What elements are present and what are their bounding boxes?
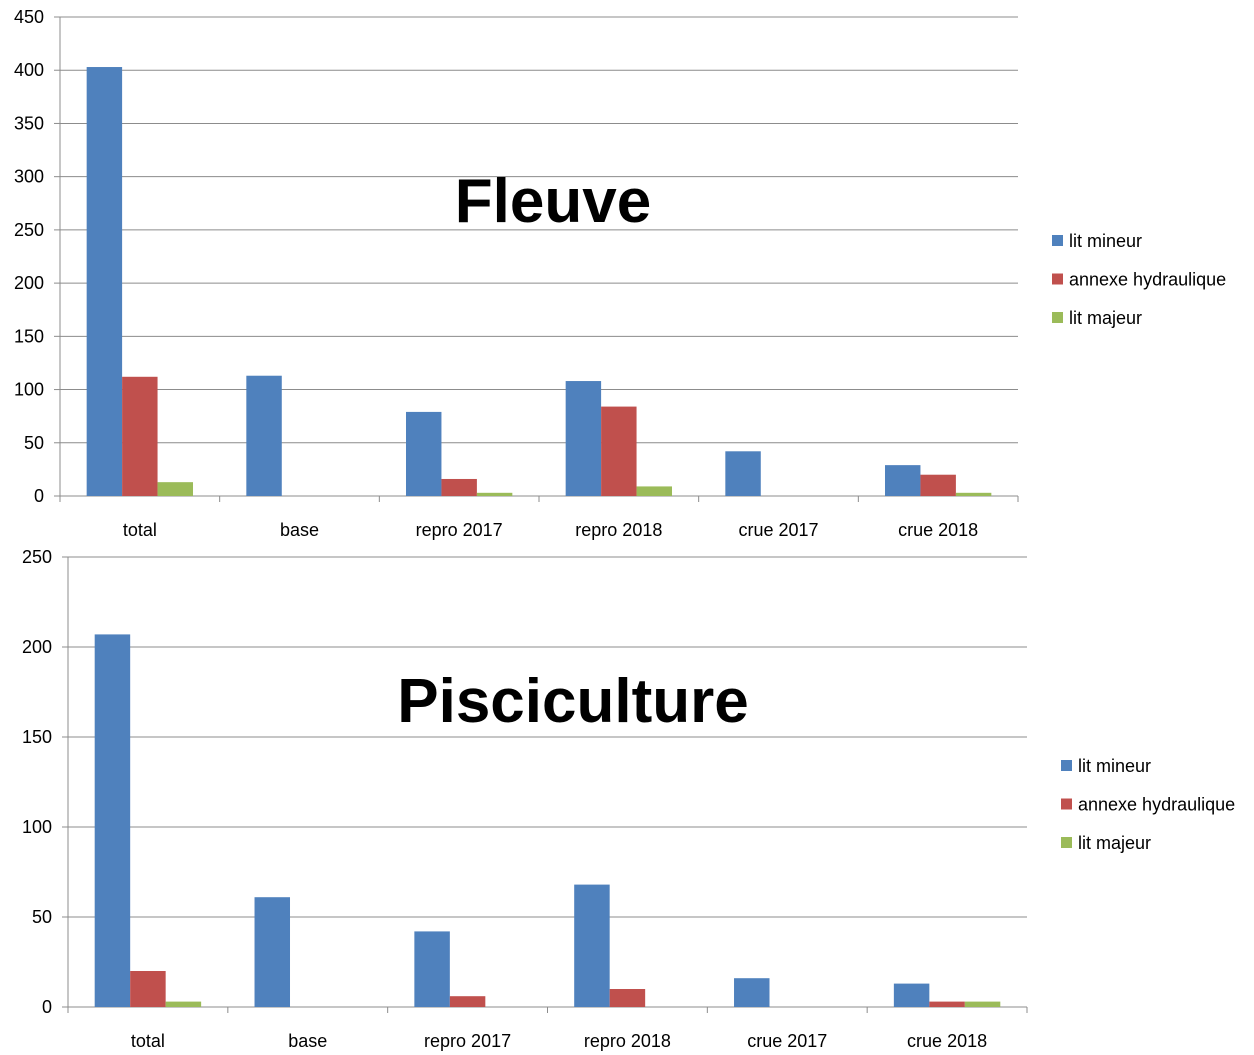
bar-lit-mineur-repro-2017 [405, 411, 442, 496]
x-tick-label: repro 2017 [424, 1031, 511, 1051]
legend-label: lit mineur [1078, 756, 1151, 776]
bar-annexe-hydraulique-total [122, 376, 158, 496]
legend-swatch [1052, 273, 1063, 285]
bar-lit-mineur-base [246, 375, 282, 496]
legend-swatch [1061, 837, 1072, 848]
legend-swatch [1061, 760, 1072, 771]
chart-1: 0 50 100 150 200 250 total base repro 2017 repro … [22, 547, 1235, 1051]
bar-lit-mineur-total [94, 634, 131, 1007]
bar-lit-majeur-total [165, 1001, 202, 1007]
legend-label: annexe hydraulique [1069, 270, 1226, 290]
bar-annexe-hydraulique-total [130, 971, 166, 1007]
bar-lit-majeur-repro-2018 [636, 486, 673, 496]
x-tick-label: total [131, 1031, 165, 1051]
chart-title: Fleuve [455, 167, 651, 236]
bar-lit-majeur-crue-2018 [955, 492, 992, 496]
y-tick-label: 50 [24, 433, 44, 453]
bar-lit-mineur-crue-2018 [893, 983, 930, 1007]
bar-lit-mineur-base [254, 897, 291, 1007]
y-tick-label: 0 [42, 997, 52, 1017]
y-tick-label: 250 [14, 220, 44, 240]
y-tick-label: 350 [14, 113, 44, 133]
legend-label: lit mineur [1069, 231, 1142, 251]
y-tick-label: 150 [22, 727, 52, 747]
bar-lit-mineur-repro-2018 [565, 381, 602, 496]
x-tick-label: total [123, 520, 157, 540]
bar-lit-mineur-repro-2018 [574, 884, 610, 1007]
bar-lit-majeur-crue-2018 [964, 1001, 1001, 1007]
y-tick-label: 400 [14, 60, 44, 80]
legend-swatch [1061, 798, 1072, 810]
x-tick-label: crue 2018 [907, 1031, 987, 1051]
x-tick-label: repro 2017 [416, 520, 503, 540]
y-tick-label: 50 [32, 907, 52, 927]
x-tick-label: crue 2018 [898, 520, 978, 540]
y-tick-label: 100 [22, 817, 52, 837]
legend-label: lit majeur [1078, 833, 1151, 853]
bar-lit-mineur-repro-2017 [414, 931, 450, 1007]
x-tick-label: crue 2017 [747, 1031, 827, 1051]
bar-lit-mineur-crue-2017 [734, 978, 770, 1007]
bar-annexe-hydraulique-repro-2018 [609, 989, 646, 1007]
y-tick-label: 200 [14, 273, 44, 293]
x-tick-label: base [288, 1031, 327, 1051]
bar-annexe-hydraulique-repro-2017 [441, 478, 477, 496]
y-tick-label: 0 [34, 486, 44, 506]
bar-annexe-hydraulique-crue-2018 [920, 474, 956, 496]
y-tick-label: 150 [14, 326, 44, 346]
bar-lit-mineur-crue-2018 [884, 465, 921, 496]
legend-label: annexe hydraulique [1078, 795, 1235, 815]
legend-label: lit majeur [1069, 308, 1142, 328]
chart-title: Pisciculture [397, 667, 748, 736]
bar-lit-mineur-total [86, 67, 123, 496]
legend-swatch [1052, 312, 1063, 323]
legend: lit mineur annexe hydraulique lit majeur [1052, 231, 1226, 328]
chart-0: 0 50 100 150 200 250 300 350 400 450 total base repr… [14, 7, 1226, 540]
bar-lit-mineur-crue-2017 [725, 451, 761, 496]
y-tick-label: 200 [22, 637, 52, 657]
legend-swatch [1052, 235, 1063, 246]
y-tick-label: 100 [14, 380, 44, 400]
y-tick-label: 250 [22, 547, 52, 567]
x-tick-label: crue 2017 [738, 520, 818, 540]
bar-lit-majeur-total [157, 482, 194, 496]
x-tick-label: base [280, 520, 319, 540]
bar-annexe-hydraulique-repro-2017 [449, 996, 486, 1007]
bar-lit-majeur-repro-2017 [476, 492, 513, 496]
x-tick-label: repro 2018 [575, 520, 662, 540]
y-tick-label: 450 [14, 7, 44, 27]
bar-annexe-hydraulique-repro-2018 [601, 406, 637, 496]
bar-annexe-hydraulique-crue-2018 [929, 1001, 965, 1007]
x-tick-label: repro 2018 [584, 1031, 671, 1051]
legend: lit mineur annexe hydraulique lit majeur [1061, 756, 1235, 853]
y-tick-label: 300 [14, 167, 44, 187]
